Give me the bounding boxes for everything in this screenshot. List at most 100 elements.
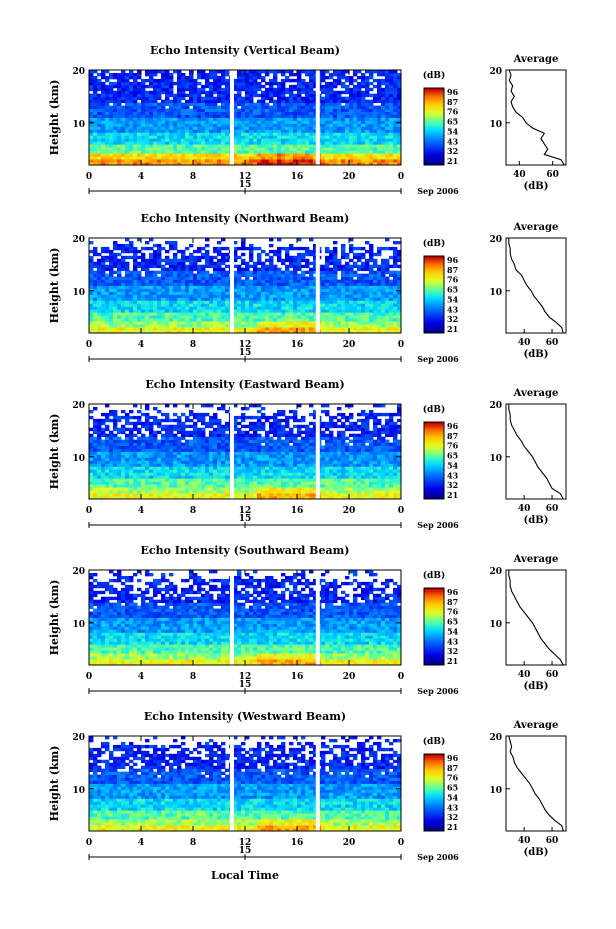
heatmap-cell <box>285 105 290 109</box>
heatmap-cell <box>337 162 342 166</box>
heatmap-cell <box>129 135 134 139</box>
heatmap-cell <box>393 330 398 334</box>
heatmap-cell <box>377 105 382 109</box>
heatmap-cell <box>169 141 174 145</box>
heatmap-cell <box>305 126 310 130</box>
heatmap-cell <box>325 270 330 275</box>
heatmap-cell <box>289 84 294 89</box>
heatmap-cell <box>125 141 130 145</box>
heatmap-cell <box>277 141 282 145</box>
heatmap-cell <box>261 493 266 497</box>
heatmap-cell <box>357 162 362 166</box>
heatmap-cell <box>157 135 162 139</box>
heatmap-cell <box>377 159 382 163</box>
heatmap-cell <box>305 70 310 74</box>
heatmap-cell <box>109 111 114 115</box>
heatmap-cell <box>325 150 330 154</box>
heatmap-cell <box>165 285 170 289</box>
heatmap-cell <box>97 267 102 272</box>
heatmap-cell <box>357 117 362 121</box>
heatmap-cell <box>149 147 154 151</box>
heatmap-cell <box>209 105 214 109</box>
heatmap-cell <box>109 288 114 292</box>
heatmap-cell <box>225 96 230 101</box>
heatmap-cell <box>357 141 362 145</box>
heatmap-cell <box>365 147 370 151</box>
heatmap-cell <box>393 99 398 104</box>
heatmap-cell <box>373 303 378 307</box>
heatmap-cell <box>97 291 102 295</box>
heatmap-cell <box>117 309 122 313</box>
heatmap-cell <box>89 96 94 101</box>
heatmap-cell <box>393 117 398 121</box>
heatmap-cell <box>281 150 286 154</box>
heatmap-cell <box>181 264 186 269</box>
heatmap-cell <box>105 291 110 295</box>
heatmap-cell <box>185 282 190 286</box>
heatmap-cell <box>393 153 398 157</box>
heatmap-cell <box>301 114 306 118</box>
heatmap-cell <box>237 153 242 157</box>
heatmap-cell <box>133 111 138 115</box>
heatmap-cell <box>237 159 242 163</box>
heatmap-cell <box>285 279 290 283</box>
heatmap-cell <box>153 159 158 163</box>
heatmap-cell <box>165 156 170 160</box>
heatmap-cell <box>93 327 98 331</box>
heatmap-cell <box>265 135 270 139</box>
heatmap-cell <box>397 276 402 280</box>
heatmap-cell <box>297 261 302 266</box>
heatmap-cell <box>217 324 222 328</box>
heatmap-cell <box>361 490 366 494</box>
heatmap-cell <box>333 264 338 269</box>
heatmap-cell <box>273 117 278 121</box>
heatmap-cell <box>353 294 358 298</box>
heatmap-cell <box>181 147 186 151</box>
heatmap-cell <box>321 282 326 286</box>
colorbar-swatch <box>424 126 444 129</box>
heatmap-cell <box>153 96 158 101</box>
heatmap-cell <box>305 114 310 118</box>
heatmap-cell <box>361 312 366 316</box>
heatmap-cell <box>213 96 218 101</box>
heatmap-cell <box>145 102 150 107</box>
heatmap-cell <box>145 324 150 328</box>
heatmap-cell <box>109 84 114 89</box>
heatmap-cell <box>145 246 150 251</box>
heatmap-cell <box>117 327 122 331</box>
heatmap-cell <box>377 285 382 289</box>
heatmap-cell <box>165 141 170 145</box>
heatmap-cell <box>269 90 274 95</box>
heatmap-cell <box>133 81 138 86</box>
heatmap-cell <box>189 330 194 334</box>
heatmap-cell <box>129 120 134 124</box>
heatmap-cell <box>261 153 266 157</box>
heatmap-cell <box>113 108 118 112</box>
heatmap-cell <box>353 312 358 316</box>
heatmap-cell <box>141 285 146 289</box>
heatmap-cell <box>333 135 338 139</box>
heatmap-cell <box>257 108 262 112</box>
colorbar-swatch <box>424 292 444 295</box>
heatmap-cell <box>397 264 402 269</box>
heatmap-cell <box>261 105 266 109</box>
heatmap-cell <box>121 288 126 292</box>
heatmap-cell <box>321 99 326 104</box>
heatmap-cell <box>165 90 170 95</box>
heatmap-cell <box>253 493 258 497</box>
heatmap-cell <box>301 84 306 89</box>
heatmap-cell <box>305 117 310 121</box>
heatmap-cell <box>301 330 306 334</box>
heatmap-cell <box>141 321 146 325</box>
heatmap-cell <box>285 303 290 307</box>
heatmap-cell <box>97 156 102 160</box>
heatmap-cell <box>305 258 310 263</box>
heatmap-cell <box>161 144 166 148</box>
heatmap-cell <box>101 156 106 160</box>
heatmap-cell <box>277 490 282 494</box>
colorbar-swatch <box>424 145 444 149</box>
heatmap-cell <box>197 126 202 130</box>
heatmap-cell <box>281 330 286 334</box>
heatmap-cell <box>393 114 398 118</box>
heatmap-cell <box>241 81 246 86</box>
